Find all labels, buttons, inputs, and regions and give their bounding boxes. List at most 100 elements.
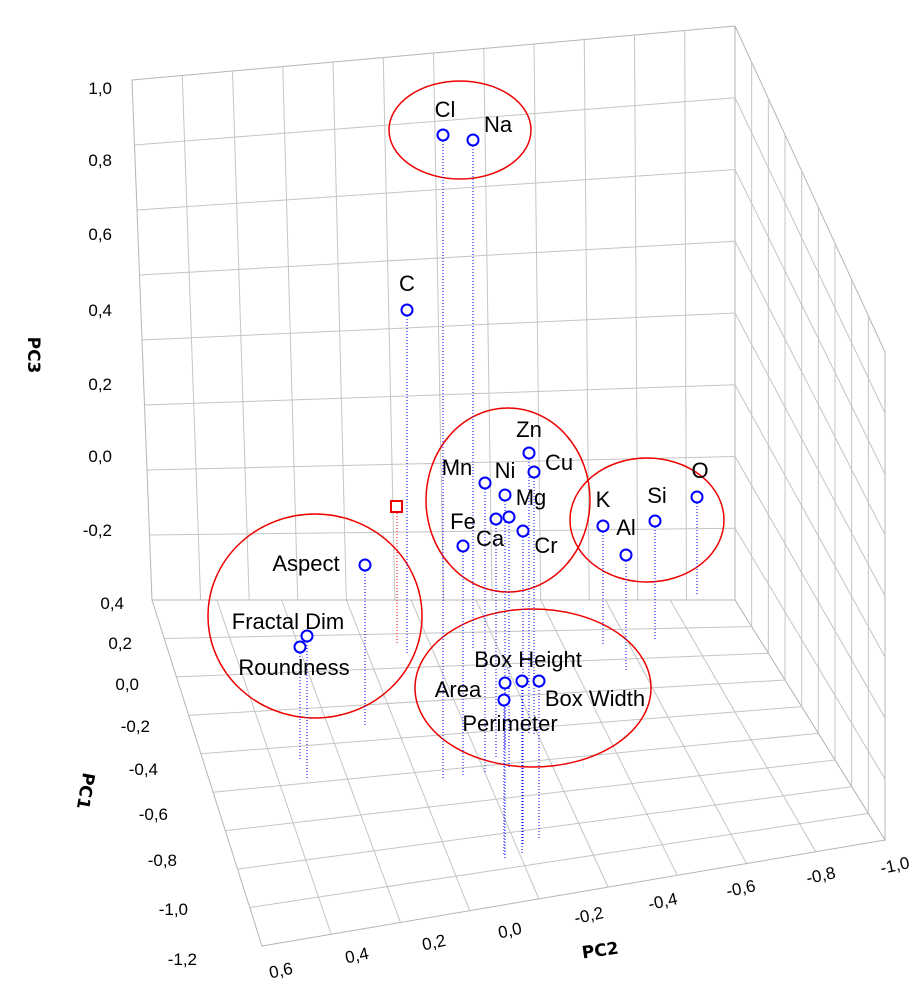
grid-line — [734, 384, 886, 658]
grid-line — [249, 812, 869, 909]
point-ni — [498, 488, 512, 502]
grid-line — [734, 456, 886, 719]
point-label-ca: Ca — [476, 526, 505, 551]
x-tick-label: -0,4 — [129, 760, 158, 779]
red-square-marker — [390, 500, 403, 513]
point-box-width — [532, 674, 546, 688]
back-wall — [131, 25, 736, 601]
cluster-size-ellipse — [414, 608, 652, 768]
grid-line — [149, 527, 736, 536]
y-tick-label: -0,2 — [573, 903, 606, 928]
grid-line — [734, 169, 886, 475]
point-label-ni: Ni — [495, 458, 516, 483]
y-tick-label: 0,0 — [496, 919, 523, 943]
y-tick-label: -1,0 — [879, 853, 912, 878]
grid-line — [605, 599, 747, 864]
grid-line — [734, 241, 886, 536]
y-tick-label: -0,6 — [725, 876, 758, 901]
point-c — [400, 303, 414, 317]
point-label-box-height: Box Height — [474, 647, 582, 672]
x-tick-label: -0,2 — [121, 717, 150, 736]
grid-line — [136, 169, 736, 211]
grid-line — [734, 312, 886, 597]
point-k — [596, 519, 610, 533]
point-label-mn: Mn — [442, 455, 473, 480]
y-tick-label: -0,4 — [647, 889, 680, 914]
point-si — [648, 514, 662, 528]
point-area — [498, 676, 512, 690]
x-tick-label: -0,6 — [139, 805, 168, 824]
grid-line — [216, 599, 332, 935]
cluster-metals-ellipse — [425, 407, 591, 593]
point-label-na: Na — [484, 112, 513, 137]
grid-line — [176, 652, 769, 678]
grid-line — [141, 312, 736, 341]
grid-line — [200, 706, 802, 755]
x-tick-label: 0,0 — [115, 675, 139, 694]
point-mn — [478, 476, 492, 490]
grid-line — [134, 97, 736, 146]
x-axis: 0,4 0,2 0,0 -0,2 -0,4 -0,6 -0,8 -1,0 -1,… — [72, 594, 197, 969]
grid-line — [281, 599, 401, 923]
point-label-al: Al — [616, 515, 636, 540]
z-tick-label: 0,2 — [88, 375, 112, 394]
point-perimeter — [497, 693, 511, 707]
cluster-k-al-si-o-ellipse — [569, 457, 725, 583]
grid-line — [213, 732, 819, 793]
z-axis-title: PC3 — [23, 337, 43, 374]
y-axis-title: PC2 — [581, 939, 620, 964]
grid-line — [237, 786, 852, 870]
grid-line — [475, 599, 609, 888]
point-label-box-width: Box Width — [545, 686, 645, 711]
grid-line — [164, 626, 752, 639]
drop-lines — [299, 141, 698, 860]
point-cu — [527, 465, 541, 479]
point-mg — [502, 510, 516, 524]
grid-line — [410, 599, 540, 900]
y-tick-label: 0,6 — [267, 959, 294, 983]
point-label-c: C — [399, 271, 415, 296]
point-label-o: O — [691, 458, 708, 483]
point-box-height — [515, 674, 529, 688]
point-al — [619, 548, 633, 562]
x-tick-label: -1,0 — [159, 900, 188, 919]
y-tick-label: -0,8 — [805, 863, 838, 888]
point-cr — [516, 524, 530, 538]
z-tick-label: 0,8 — [88, 151, 112, 170]
cluster-shape-ellipse — [207, 513, 423, 719]
x-axis-title: PC1 — [72, 771, 98, 811]
grid-line — [734, 97, 886, 414]
z-axis: 1,0 0,8 0,6 0,4 0,2 0,0 -0,2 PC3 — [23, 79, 112, 540]
z-tick-label: 1,0 — [88, 79, 112, 98]
point-label-cu: Cu — [545, 450, 573, 475]
grid-line — [144, 384, 736, 406]
grid-line — [734, 527, 886, 780]
y-tick-label: 0,4 — [343, 944, 370, 968]
point-label-cl: Cl — [435, 97, 456, 122]
cluster-cl-na-ellipse — [388, 80, 532, 180]
x-tick-label: 0,2 — [108, 634, 132, 653]
point-label-cr: Cr — [534, 533, 557, 558]
z-tick-label: 0,4 — [88, 301, 112, 320]
grid-line — [669, 599, 817, 853]
x-tick-label: 0,4 — [100, 594, 124, 613]
point-fractal-dim — [300, 629, 314, 643]
point-label-si: Si — [647, 483, 667, 508]
y-tick-label: 0,2 — [420, 931, 447, 955]
point-label-mg: Mg — [516, 485, 547, 510]
point-roundness — [293, 640, 307, 654]
point-label-aspect: Aspect — [272, 551, 339, 576]
point-label-perimeter: Perimeter — [462, 711, 557, 736]
point-ca — [456, 539, 470, 553]
point-label-area: Area — [435, 677, 482, 702]
x-tick-label: -1,2 — [168, 950, 197, 969]
x-tick-label: -0,8 — [148, 851, 177, 870]
grid-lines — [134, 30, 886, 935]
clusters — [207, 80, 725, 768]
point-label-k: K — [596, 487, 611, 512]
point-o — [690, 490, 704, 504]
grid-line — [188, 679, 786, 716]
z-tick-label: 0,0 — [88, 447, 112, 466]
grid-line — [540, 599, 678, 876]
